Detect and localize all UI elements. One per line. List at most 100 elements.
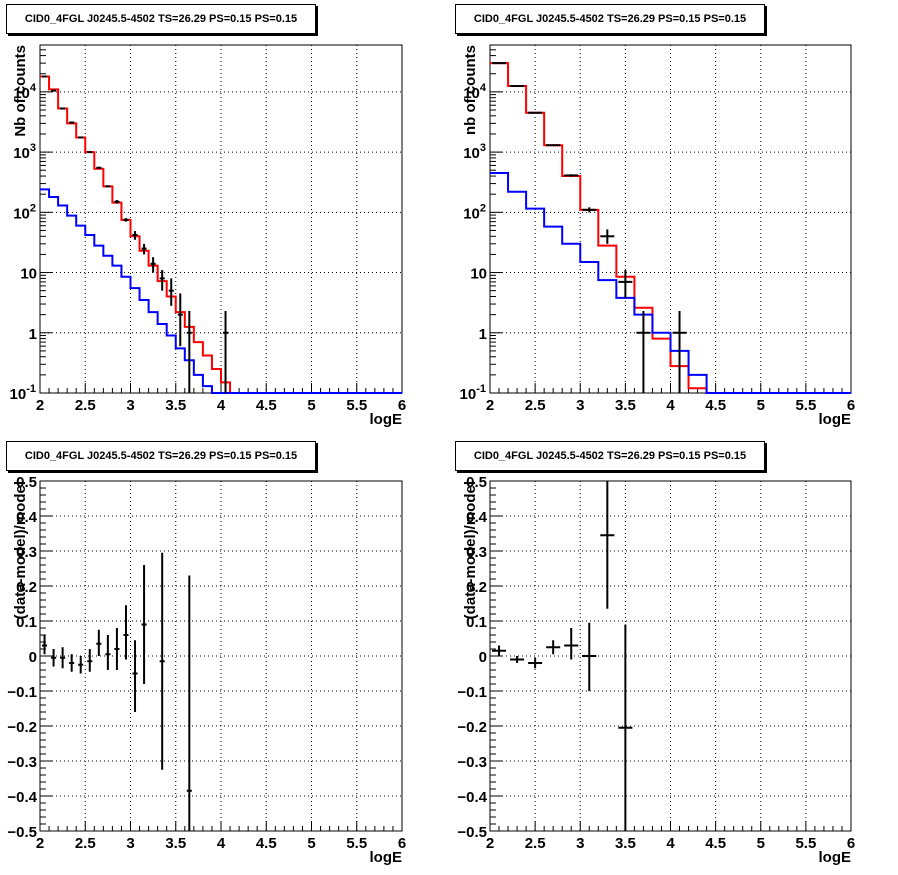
data-point	[42, 635, 48, 655]
y-tick-label: 0.4	[16, 509, 38, 526]
x-tick-label: 6	[847, 835, 855, 852]
bottom-left-pad: 2 2.5 3 3.5 4 4.5 5 5.5 6 −0.5 −0.4 −0.3 −0.2 −0.1 0 0.…	[0, 437, 449, 874]
data-point	[150, 257, 156, 273]
x-tick-label: 2	[36, 835, 44, 852]
x-axis-label: logE	[819, 411, 852, 428]
y-axis-label: (data-model)/model	[462, 481, 479, 619]
data-point	[672, 310, 687, 393]
y-tick-label: −0.1	[457, 684, 487, 701]
x-tick-label: 2.5	[525, 397, 546, 414]
y-tick-label: 0.5	[16, 474, 37, 491]
chart-title: CID0_4FGL J0245.5-4502 TS=26.29 PS=0.15 …	[24, 13, 298, 25]
data-point	[492, 645, 507, 656]
y-tick-label: −0.2	[457, 719, 487, 736]
chart-svg: 2 2.5 3 3.5 4 4.5 5 5.5 6 −0.5 −0.4 −0.3 −0.2 −0.1 0 0.…	[7, 474, 406, 866]
y-tick-label: 0.2	[466, 579, 487, 596]
y-tick-label: 10	[20, 266, 37, 283]
y-tick-label: 10-1	[10, 383, 36, 403]
x-axis-ticks	[39, 383, 403, 393]
x-tick-label: 6	[398, 835, 406, 852]
chart-title: CID0_4FGL J0245.5-4502 TS=26.29 PS=0.15 …	[473, 13, 747, 25]
x-tick-label: 3	[576, 397, 584, 414]
data-point	[114, 628, 120, 670]
y-tick-label: 102	[13, 202, 36, 222]
data-point	[69, 654, 75, 672]
data-point	[223, 310, 229, 393]
x-tick-label: 6	[398, 397, 406, 414]
chart-svg: 2 2.5 3 3.5 4 4.5 5 5.5 6 −0.5 −0.4 −0.3 −0.2 −0.1 0 0.…	[457, 474, 855, 866]
data-point	[105, 635, 111, 670]
grid-lines	[490, 45, 851, 393]
data-point	[123, 218, 129, 222]
x-axis-label: logE	[819, 849, 852, 866]
top-right-pad: 2 2.5 3 3.5 4 4.5 5 5.5 6 10-1 1 10 102 103 104 logE nb …	[449, 0, 898, 437]
x-axis-ticks	[489, 821, 852, 831]
data-point	[546, 640, 561, 655]
x-tick-label: 5	[307, 397, 315, 414]
x-tick-label: 2.5	[525, 835, 546, 852]
data-point	[528, 657, 543, 669]
x-tick-label: 4.5	[705, 397, 726, 414]
y-tick-label: 10	[470, 266, 487, 283]
data-point	[141, 243, 147, 255]
y-axis-label: nb of counts	[462, 45, 479, 135]
x-axis-ticks	[489, 383, 852, 393]
data-point	[510, 85, 525, 88]
grid-lines	[40, 480, 402, 831]
x-tick-label: 5.5	[346, 397, 367, 414]
data-point	[141, 565, 147, 684]
y-tick-label: −0.3	[7, 754, 37, 771]
y-tick-label: 0.5	[466, 474, 487, 491]
chart-title-box: CID0_4FGL J0245.5-4502 TS=26.29 PS=0.15 …	[455, 4, 765, 34]
x-tick-label: 2.5	[75, 835, 96, 852]
y-tick-label: −0.5	[7, 824, 37, 841]
data-point	[600, 229, 615, 244]
chart-svg: 2 2.5 3 3.5 4 4.5 5 5.5 6 10-1 1 10 102 103 104 logE nb …	[460, 44, 855, 428]
x-axis-label: logE	[370, 411, 403, 428]
y-tick-label: 1	[29, 326, 37, 343]
data-point	[51, 649, 57, 667]
x-tick-label: 4.5	[705, 835, 726, 852]
x-tick-label: 4.5	[256, 835, 277, 852]
data-point	[69, 121, 75, 124]
y-tick-label: 0.4	[466, 509, 488, 526]
data-point	[582, 622, 597, 691]
x-tick-label: 4	[666, 397, 675, 414]
data-point	[510, 656, 525, 663]
data-point	[600, 481, 615, 609]
x-tick-label: 5.5	[346, 835, 367, 852]
y-axis-label: (data-model)/model	[12, 481, 29, 619]
x-tick-label: 4.5	[256, 397, 277, 414]
grid-lines	[490, 480, 851, 831]
x-tick-label: 5	[757, 397, 765, 414]
y-axis-ticks	[490, 44, 502, 394]
data-point	[186, 575, 192, 831]
data-point	[60, 647, 66, 669]
y-tick-label: 0.3	[16, 544, 37, 561]
x-tick-label: 4	[217, 835, 226, 852]
x-tick-label: 5	[757, 835, 765, 852]
data-point	[78, 656, 84, 674]
data-point	[42, 75, 48, 78]
data-point	[168, 278, 174, 306]
y-tick-label: 104	[13, 82, 37, 102]
y-axis-ticks	[490, 480, 502, 832]
data-point	[132, 230, 138, 240]
data-point	[636, 310, 651, 393]
data-point	[78, 136, 84, 139]
data-point	[546, 144, 561, 147]
x-tick-label: 3	[126, 835, 134, 852]
data-point	[159, 270, 165, 291]
y-tick-label: 10-1	[460, 383, 486, 403]
x-tick-label: 6	[847, 397, 855, 414]
x-tick-label: 5.5	[795, 397, 816, 414]
data-point	[159, 552, 165, 770]
data-point	[618, 624, 633, 831]
y-tick-label: 102	[463, 202, 486, 222]
data-point	[177, 293, 183, 347]
y-tick-label: −0.2	[7, 719, 37, 736]
bottom-right-pad: 2 2.5 3 3.5 4 4.5 5 5.5 6 −0.5 −0.4 −0.3 −0.2 −0.1 0 0.…	[449, 437, 898, 874]
data-point	[618, 270, 633, 298]
chart-title: CID0_4FGL J0245.5-4502 TS=26.29 PS=0.15 …	[24, 450, 298, 462]
x-tick-label: 2	[36, 397, 44, 414]
